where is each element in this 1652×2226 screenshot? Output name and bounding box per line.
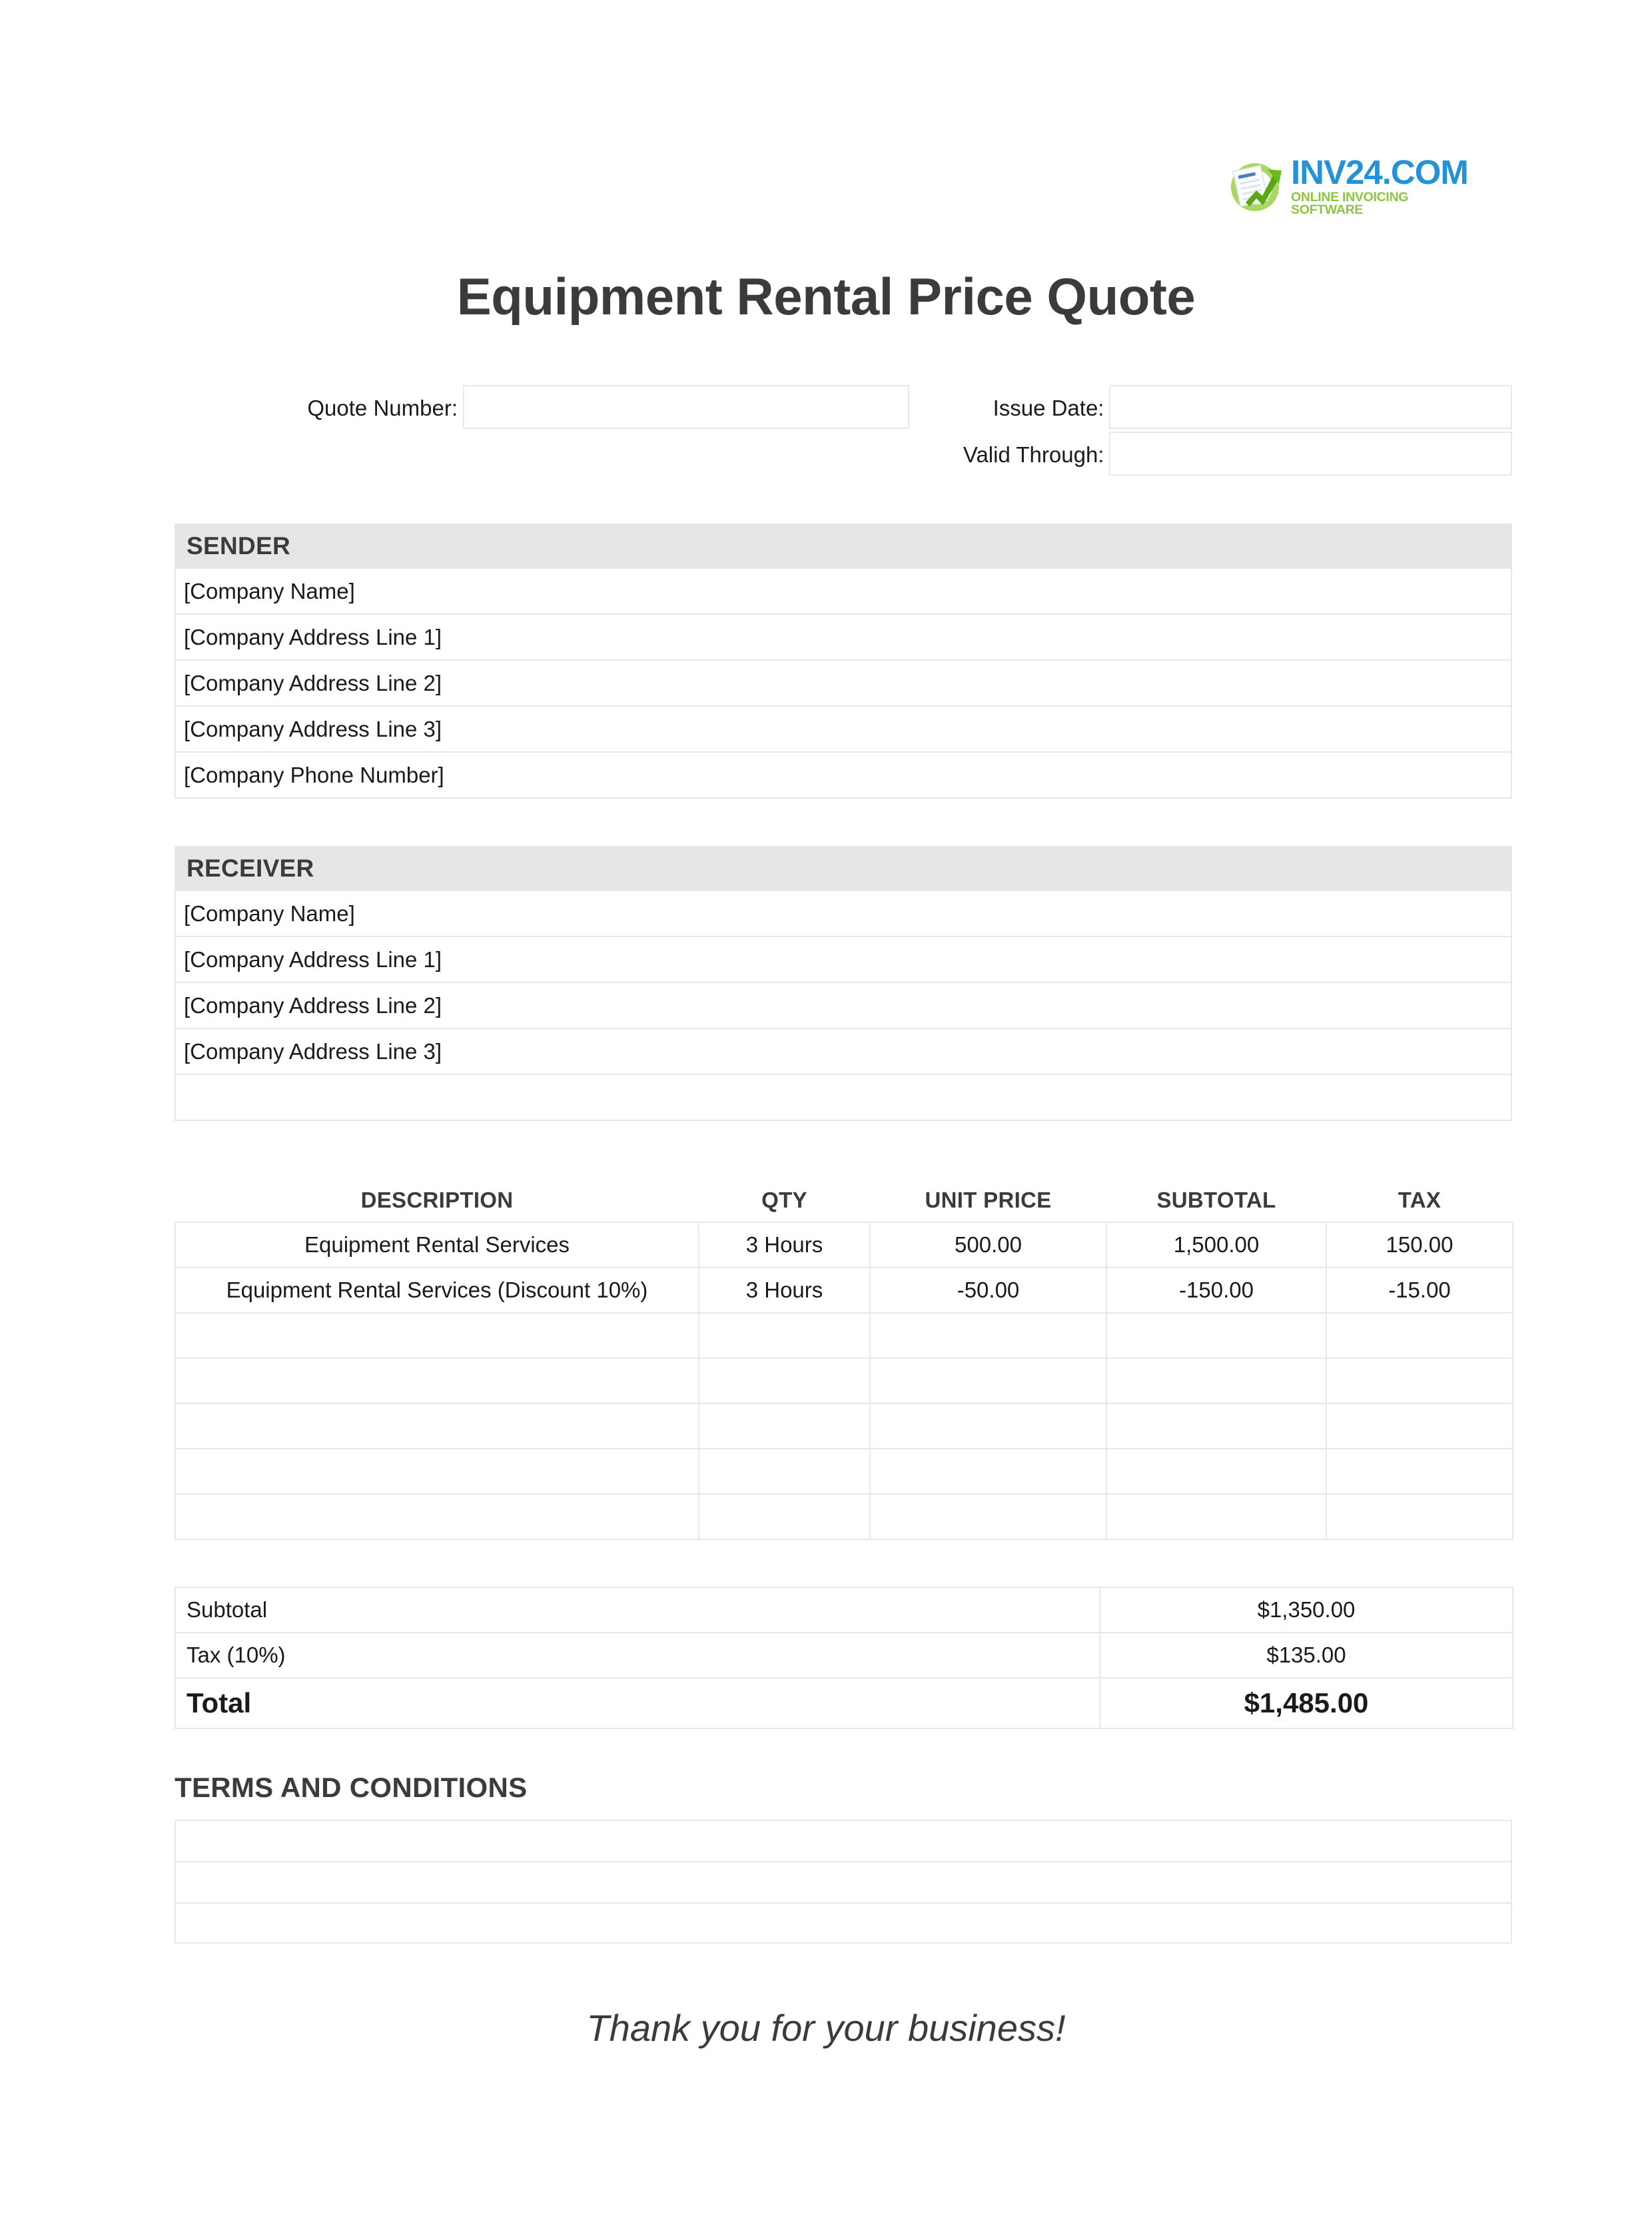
valid-through-input[interactable] (1109, 432, 1512, 476)
item-tax[interactable] (1326, 1448, 1513, 1495)
item-qty[interactable]: 3 Hours (698, 1267, 871, 1313)
item-unit-price[interactable] (869, 1493, 1107, 1540)
item-unit-price[interactable]: 500.00 (869, 1222, 1107, 1268)
item-description[interactable] (175, 1312, 699, 1359)
subtotal-value: $1,350.00 (1099, 1587, 1513, 1633)
totals-row-tax: Tax (10%) $135.00 (175, 1632, 1513, 1678)
totals-table: Subtotal $1,350.00 Tax (10%) $135.00 Tot… (175, 1587, 1513, 1729)
item-description[interactable] (175, 1493, 699, 1540)
sender-phone-number[interactable]: [Company Phone Number] (175, 753, 1512, 799)
table-row: Equipment Rental Services (Discount 10%)… (175, 1267, 1513, 1313)
total-label: Total (175, 1677, 1100, 1729)
item-qty[interactable] (698, 1357, 871, 1404)
table-row (175, 1448, 1513, 1495)
receiver-extra-line[interactable] (175, 1075, 1512, 1121)
item-unit-price[interactable] (869, 1403, 1107, 1449)
table-row (175, 1493, 1513, 1540)
subtotal-label: Subtotal (175, 1587, 1100, 1633)
item-tax[interactable] (1326, 1493, 1513, 1540)
quote-number-field-group: Quote Number: (261, 385, 931, 432)
table-row: Equipment Rental Services 3 Hours 500.00… (175, 1222, 1513, 1268)
sender-company-name[interactable]: [Company Name] (175, 569, 1512, 615)
sender-address-line-3[interactable]: [Company Address Line 3] (175, 707, 1512, 753)
brand-logo[interactable]: INV24.COM ONLINE INVOICING SOFTWARE (1226, 155, 1475, 216)
date-fields-group: Issue Date: Valid Through: (921, 385, 1512, 478)
item-description[interactable] (175, 1357, 699, 1404)
line-items-table: DESCRIPTION QTY UNIT PRICE SUBTOTAL TAX … (175, 1179, 1513, 1540)
quote-number-label: Quote Number: (307, 396, 458, 420)
item-tax[interactable]: 150.00 (1326, 1222, 1513, 1268)
receiver-company-name[interactable]: [Company Name] (175, 891, 1512, 937)
receiver-address-line-1[interactable]: [Company Address Line 1] (175, 937, 1512, 983)
brand-logo-text: INV24.COM ONLINE INVOICING SOFTWARE (1291, 155, 1475, 217)
total-value: $1,485.00 (1099, 1677, 1513, 1729)
table-row (175, 1357, 1513, 1404)
receiver-address-line-2[interactable]: [Company Address Line 2] (175, 983, 1512, 1029)
terms-line-2[interactable] (175, 1861, 1512, 1902)
totals-row-subtotal: Subtotal $1,350.00 (175, 1587, 1513, 1633)
item-tax[interactable] (1326, 1403, 1513, 1449)
item-subtotal[interactable] (1106, 1312, 1327, 1359)
column-header-tax: TAX (1398, 1188, 1442, 1212)
item-tax[interactable] (1326, 1357, 1513, 1404)
quote-meta-section: Quote Number: Issue Date: Valid Through: (175, 385, 1512, 478)
issue-date-input[interactable] (1109, 385, 1512, 429)
item-qty[interactable]: 3 Hours (698, 1222, 871, 1268)
item-subtotal[interactable] (1106, 1357, 1327, 1404)
sender-address-line-2[interactable]: [Company Address Line 2] (175, 661, 1512, 707)
item-qty[interactable] (698, 1448, 871, 1495)
inv24-logo-mark-icon (1226, 159, 1287, 213)
item-tax[interactable] (1326, 1312, 1513, 1359)
column-header-description: DESCRIPTION (360, 1188, 514, 1212)
page-title: Equipment Rental Price Quote (456, 267, 1196, 326)
item-subtotal[interactable]: -150.00 (1106, 1267, 1327, 1313)
column-header-subtotal: SUBTOTAL (1156, 1188, 1276, 1212)
column-header-qty: QTY (761, 1188, 807, 1212)
brand-tagline: ONLINE INVOICING SOFTWARE (1291, 189, 1409, 217)
sender-block: SENDER [Company Name] [Company Address L… (175, 524, 1512, 799)
item-subtotal[interactable] (1106, 1493, 1327, 1540)
table-row (175, 1312, 1513, 1359)
footer-thank-you-note: Thank you for your business! (586, 2007, 1066, 2049)
line-items-header-row: DESCRIPTION QTY UNIT PRICE SUBTOTAL TAX (175, 1179, 1513, 1222)
sender-address-line-1[interactable]: [Company Address Line 1] (175, 615, 1512, 661)
tax-value: $135.00 (1099, 1632, 1513, 1678)
item-unit-price[interactable] (869, 1357, 1107, 1404)
item-qty[interactable] (698, 1403, 871, 1449)
issue-date-field-group: Issue Date: (921, 385, 1512, 432)
item-description[interactable]: Equipment Rental Services (175, 1222, 699, 1268)
terms-line-1[interactable] (175, 1820, 1512, 1861)
item-unit-price[interactable]: -50.00 (869, 1267, 1107, 1313)
tax-label: Tax (10%) (175, 1632, 1100, 1678)
item-tax[interactable]: -15.00 (1326, 1267, 1513, 1313)
item-qty[interactable] (698, 1493, 871, 1540)
valid-through-field-group: Valid Through: (921, 432, 1512, 478)
item-subtotal[interactable] (1106, 1403, 1327, 1449)
receiver-heading: RECEIVER (175, 846, 1512, 891)
valid-through-label: Valid Through: (963, 442, 1104, 467)
terms-and-conditions-box (175, 1820, 1512, 1944)
item-subtotal[interactable] (1106, 1448, 1327, 1495)
terms-line-3[interactable] (175, 1902, 1512, 1944)
item-description[interactable]: Equipment Rental Services (Discount 10%) (175, 1267, 699, 1313)
item-description[interactable] (175, 1448, 699, 1495)
receiver-address-line-3[interactable]: [Company Address Line 3] (175, 1029, 1512, 1075)
quote-number-input[interactable] (463, 385, 909, 429)
item-unit-price[interactable] (869, 1448, 1107, 1495)
totals-row-total: Total $1,485.00 (175, 1677, 1513, 1729)
column-header-unit-price: UNIT PRICE (925, 1188, 1052, 1212)
item-subtotal[interactable]: 1,500.00 (1106, 1222, 1327, 1268)
item-qty[interactable] (698, 1312, 871, 1359)
item-unit-price[interactable] (869, 1312, 1107, 1359)
terms-and-conditions-heading: TERMS AND CONDITIONS (175, 1772, 528, 1803)
table-row (175, 1403, 1513, 1449)
brand-name: INV24.COM (1291, 153, 1469, 191)
item-description[interactable] (175, 1403, 699, 1449)
receiver-block: RECEIVER [Company Name] [Company Address… (175, 846, 1512, 1121)
sender-heading: SENDER (175, 524, 1512, 569)
issue-date-label: Issue Date: (993, 396, 1104, 420)
